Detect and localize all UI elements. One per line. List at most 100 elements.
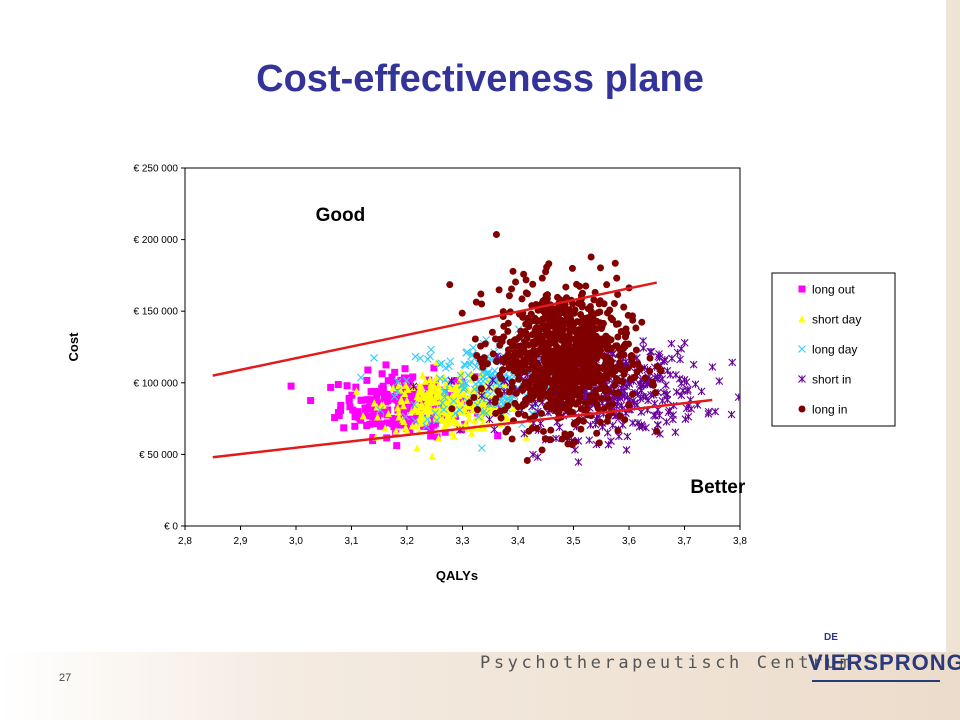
legend-label: short day bbox=[812, 313, 861, 327]
vierspong-logo: DE VIERSPRONG bbox=[808, 628, 960, 688]
data-point bbox=[401, 365, 409, 373]
data-point bbox=[632, 346, 640, 354]
data-point bbox=[431, 409, 440, 417]
data-point bbox=[354, 408, 362, 416]
data-point bbox=[620, 370, 628, 378]
data-point bbox=[444, 413, 452, 422]
data-point bbox=[592, 392, 600, 400]
data-point bbox=[666, 370, 675, 379]
data-point bbox=[516, 359, 524, 367]
data-point bbox=[646, 347, 655, 356]
data-point bbox=[387, 392, 395, 400]
data-point bbox=[555, 404, 563, 412]
data-point bbox=[383, 419, 391, 427]
data-point bbox=[346, 403, 354, 411]
data-point bbox=[480, 354, 488, 362]
cost-effectiveness-chart: 2,8 2,9 3,0 3,1 3,2 3,3 3,4 3,5 3,6 3,7 3,8 € 0 € 50… bbox=[66, 164, 896, 583]
data-point bbox=[497, 414, 505, 422]
data-point bbox=[406, 427, 414, 435]
data-point bbox=[697, 387, 706, 396]
data-point bbox=[413, 443, 421, 452]
data-point bbox=[561, 356, 569, 364]
x-tick-label: 3,2 bbox=[400, 536, 414, 547]
data-point bbox=[432, 380, 440, 388]
data-point bbox=[614, 427, 622, 435]
data-point bbox=[540, 307, 548, 315]
data-point bbox=[441, 422, 449, 430]
data-point bbox=[426, 388, 434, 397]
data-point bbox=[423, 399, 431, 407]
data-point bbox=[542, 358, 550, 366]
data-point bbox=[457, 380, 466, 389]
data-point bbox=[381, 424, 389, 432]
data-point bbox=[618, 377, 626, 385]
data-point bbox=[519, 367, 527, 375]
data-point bbox=[374, 400, 382, 408]
data-point bbox=[372, 420, 380, 428]
data-point bbox=[392, 426, 400, 435]
data-point bbox=[345, 394, 353, 402]
data-point bbox=[335, 412, 343, 420]
data-point bbox=[511, 399, 519, 407]
data-point bbox=[393, 442, 401, 450]
data-point bbox=[520, 270, 528, 278]
data-point bbox=[498, 366, 506, 374]
data-point bbox=[548, 330, 556, 338]
data-point bbox=[340, 424, 348, 432]
data-point bbox=[642, 423, 650, 432]
data-point bbox=[637, 408, 646, 416]
data-point bbox=[557, 345, 565, 353]
data-point bbox=[547, 404, 555, 412]
x-tick-label: 2,9 bbox=[234, 536, 248, 547]
data-point bbox=[471, 415, 479, 424]
data-point bbox=[607, 437, 615, 445]
data-point bbox=[552, 313, 560, 321]
data-point bbox=[529, 450, 537, 459]
data-point bbox=[433, 372, 441, 381]
data-point bbox=[435, 360, 444, 369]
data-point bbox=[395, 408, 403, 416]
data-point bbox=[427, 432, 435, 440]
data-point bbox=[457, 404, 465, 412]
data-point bbox=[554, 293, 562, 301]
data-point bbox=[658, 397, 667, 405]
data-point bbox=[397, 376, 405, 384]
data-point bbox=[596, 385, 604, 393]
data-point bbox=[466, 360, 474, 369]
data-point bbox=[411, 405, 419, 414]
y-tick-label: € 200 000 bbox=[134, 235, 179, 246]
data-point bbox=[525, 350, 533, 358]
data-point bbox=[538, 274, 546, 282]
data-point bbox=[501, 406, 509, 414]
data-point bbox=[462, 379, 471, 388]
data-point bbox=[450, 431, 458, 439]
data-point bbox=[544, 369, 552, 377]
data-point bbox=[459, 389, 467, 397]
data-point bbox=[358, 396, 366, 404]
data-point bbox=[366, 420, 374, 428]
data-point bbox=[584, 330, 592, 338]
data-point bbox=[391, 383, 399, 391]
x-tick-label: 3,1 bbox=[345, 536, 359, 547]
data-point bbox=[506, 388, 514, 396]
data-point bbox=[533, 424, 541, 432]
data-point bbox=[534, 376, 542, 384]
data-point bbox=[576, 282, 584, 290]
x-tick-label: 3,4 bbox=[511, 536, 525, 547]
data-point bbox=[480, 398, 488, 406]
x-tick-label: 3,3 bbox=[456, 536, 470, 547]
data-point bbox=[512, 278, 520, 286]
data-point bbox=[708, 363, 717, 371]
data-point bbox=[556, 367, 564, 375]
data-point bbox=[613, 274, 621, 282]
data-point bbox=[390, 392, 399, 401]
data-point bbox=[611, 389, 619, 397]
data-point bbox=[367, 396, 375, 404]
legend-label: short in bbox=[812, 373, 851, 387]
data-point bbox=[567, 430, 575, 438]
data-point bbox=[509, 342, 517, 350]
data-point bbox=[680, 338, 689, 347]
data-point bbox=[603, 428, 612, 437]
data-point bbox=[327, 383, 335, 391]
data-point bbox=[580, 375, 588, 383]
